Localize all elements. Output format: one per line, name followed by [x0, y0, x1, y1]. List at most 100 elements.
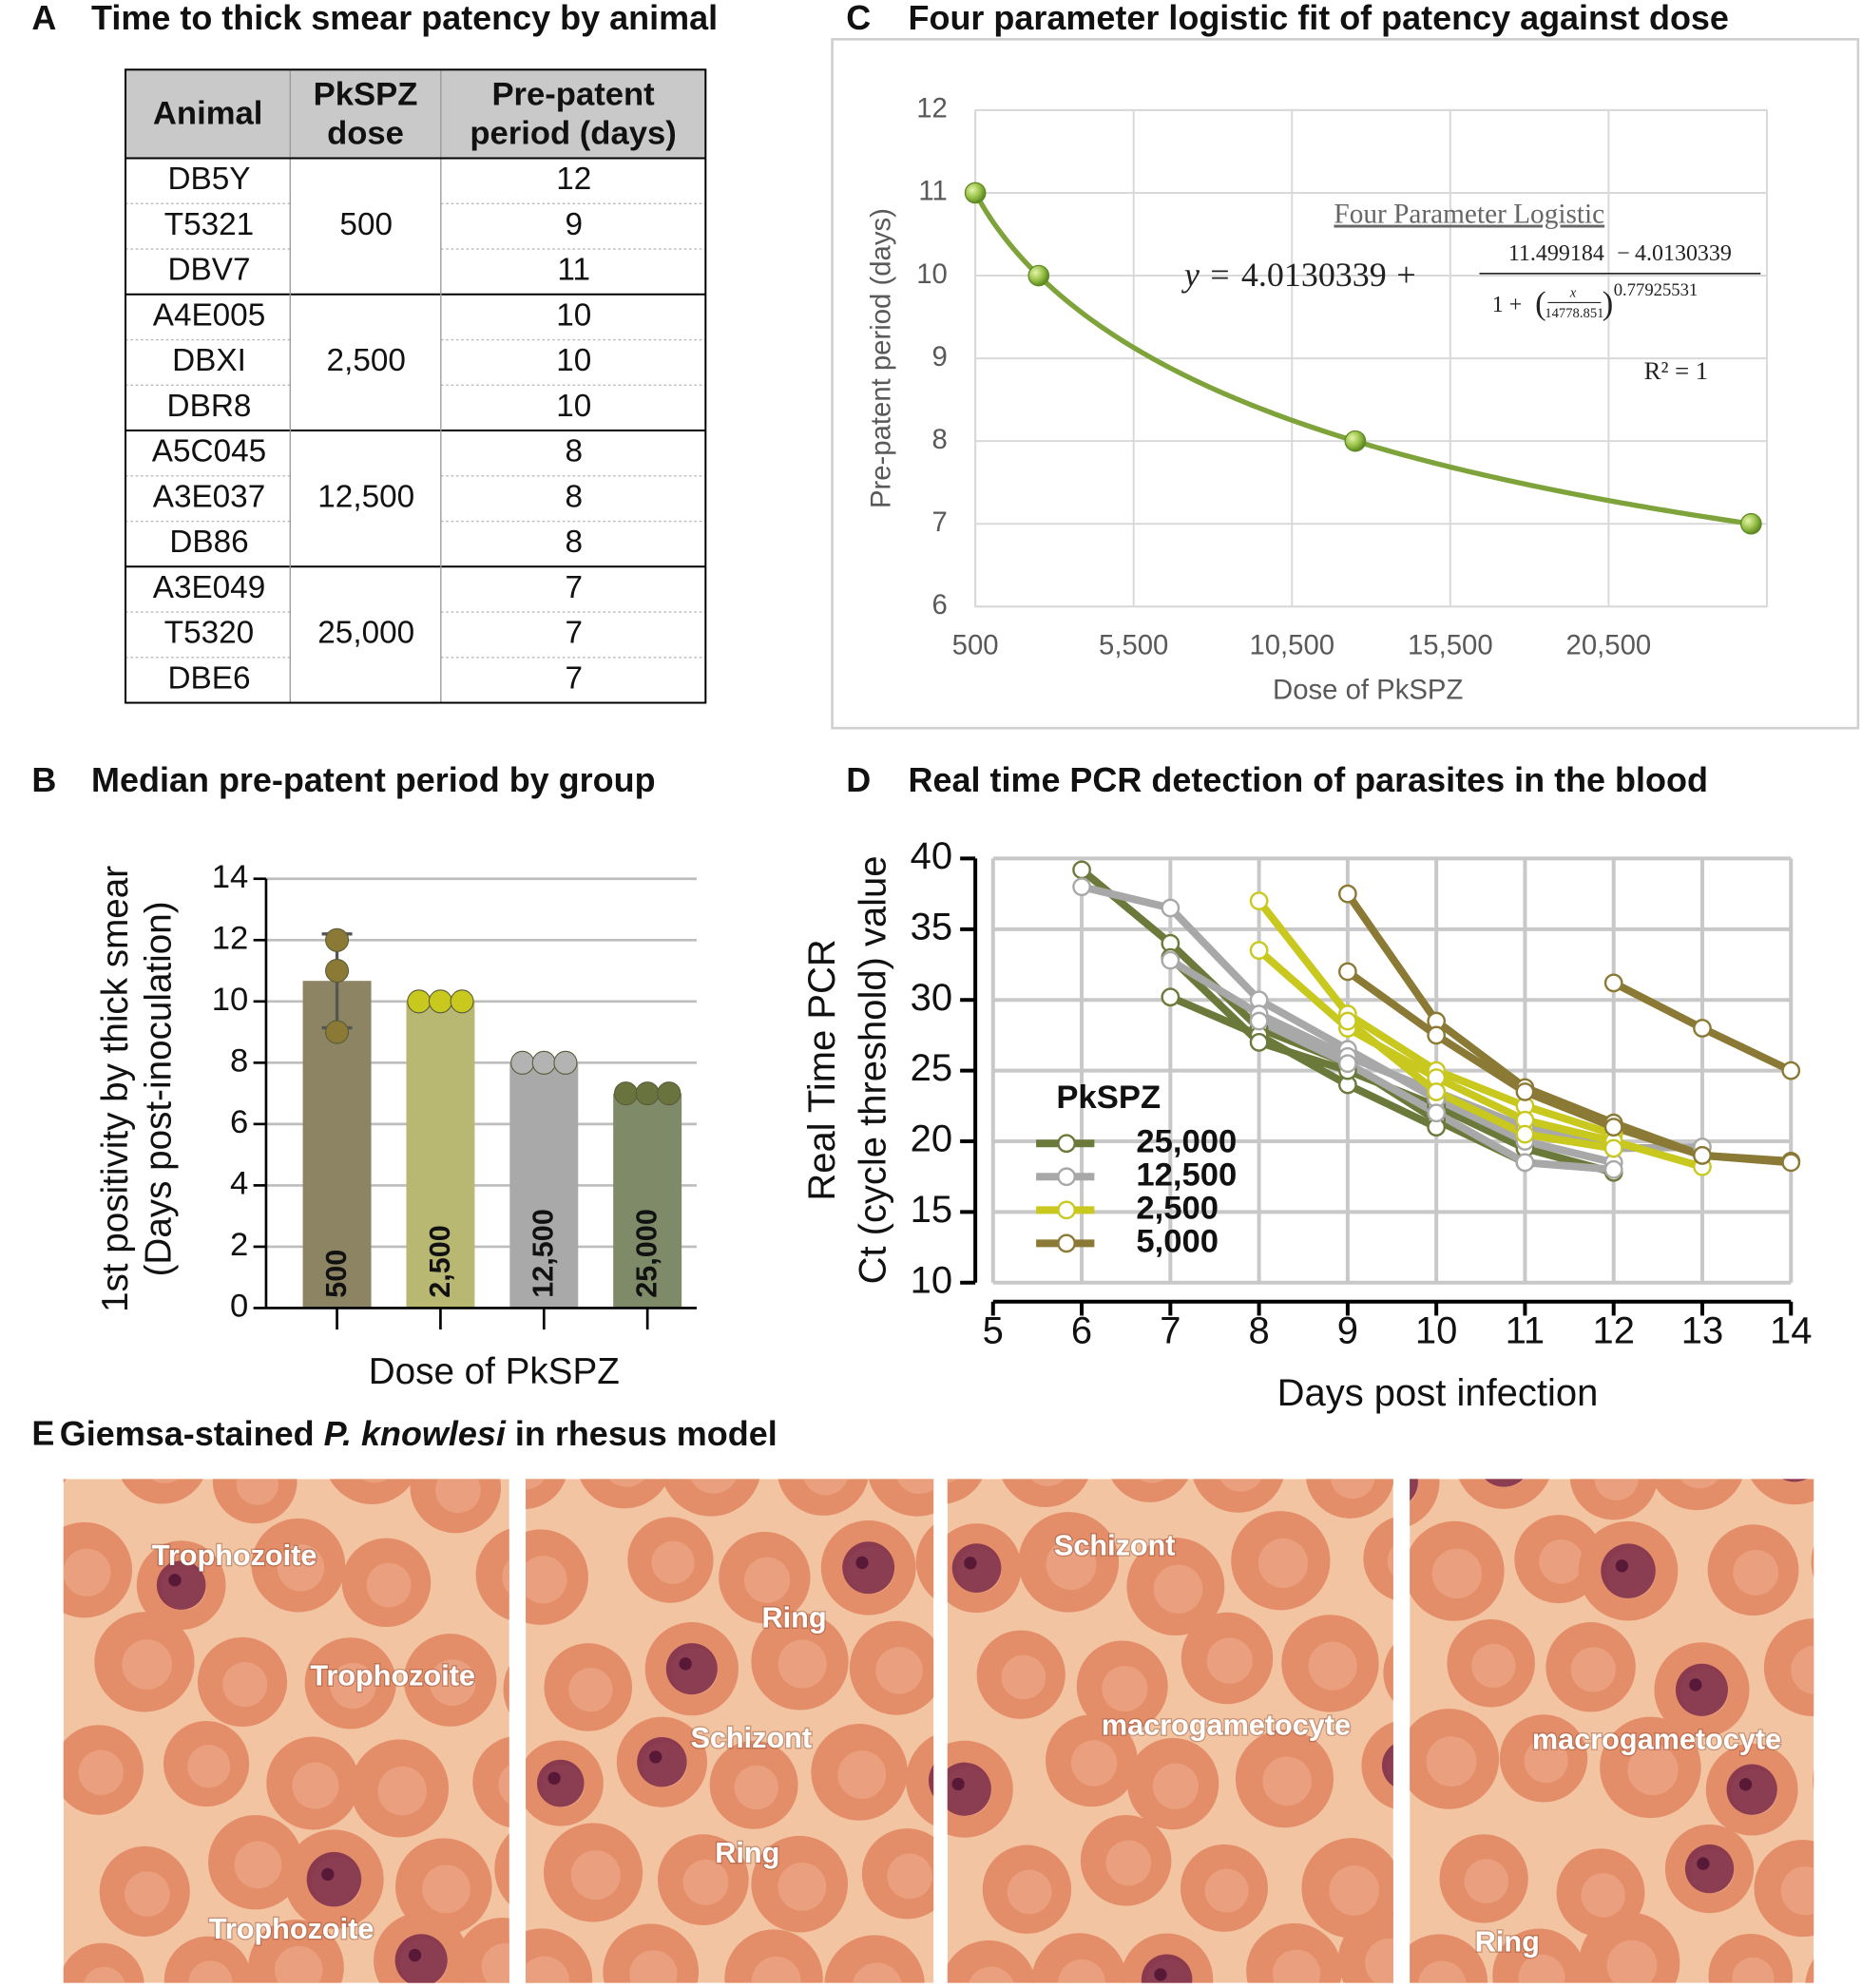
data-point	[1344, 430, 1367, 452]
data-point	[1161, 950, 1181, 970]
parasite	[951, 1543, 1002, 1593]
cell-center	[1780, 1866, 1814, 1916]
eq-minus: −	[1617, 240, 1630, 265]
parasite	[929, 1765, 934, 1797]
data-point	[1072, 877, 1091, 897]
table-cell: 10	[556, 389, 591, 424]
table-header: Animal	[153, 95, 262, 131]
table-cell: T5321	[164, 207, 254, 242]
bar	[406, 1001, 475, 1309]
cell-center	[435, 1479, 481, 1514]
parasite-dot	[1491, 1448, 1504, 1461]
chart-frame	[831, 37, 1860, 730]
table-header: PkSPZ	[314, 76, 418, 112]
series-line	[1345, 968, 1792, 1167]
cell-label: Schizont	[690, 1722, 812, 1754]
cell-center	[1733, 1549, 1779, 1596]
x-tick-label: 10,500	[1249, 630, 1334, 661]
y-tick-label: 4	[230, 1166, 248, 1202]
blood-cell	[1811, 1546, 1814, 1577]
data-point	[1693, 1019, 1712, 1038]
table-cell: A4E005	[153, 297, 265, 333]
y-tick-label: 10	[911, 1259, 952, 1301]
panel-title: Median pre-patent period by group	[91, 760, 656, 799]
cell-center	[896, 1479, 934, 1494]
legend-label: 12,500	[1136, 1156, 1237, 1193]
cell-center	[1152, 1763, 1199, 1809]
y-tick-label: 25	[911, 1047, 952, 1089]
parasite-dot	[1689, 1678, 1702, 1692]
cell-center	[526, 1956, 570, 1983]
table-cell: 7	[565, 570, 583, 605]
micrograph	[526, 1479, 934, 1983]
table-cell: DB5Y	[167, 162, 250, 197]
legend-marker	[1057, 1134, 1076, 1154]
x-tick-label: 8	[1248, 1310, 1269, 1352]
eq-plus: +	[1396, 256, 1415, 294]
panel-title: Real time PCR detection of parasites in …	[909, 760, 1708, 799]
blood-cell	[163, 1936, 252, 1983]
data-point	[657, 1081, 681, 1106]
cell-center	[1518, 1954, 1565, 1983]
cell-center	[1785, 1479, 1810, 1482]
data-point	[1781, 1061, 1801, 1080]
cell-center	[481, 1943, 509, 1983]
cell-center	[1837, 1761, 1862, 1805]
cell-center	[1539, 1539, 1584, 1584]
x-tick-label: 6	[1071, 1310, 1092, 1352]
parasite-dot	[1394, 1754, 1407, 1767]
blood-cell	[1751, 1479, 1814, 1505]
data-point	[1427, 1082, 1447, 1101]
table-cell: 8	[565, 479, 583, 514]
cell-center	[629, 1950, 678, 1983]
table-header: Pre-patent	[491, 76, 655, 112]
cell-center	[690, 1479, 737, 1494]
data-point	[1693, 1146, 1712, 1165]
cell-center	[1030, 1479, 1065, 1486]
panel-title: Time to thick smear patency by animal	[91, 0, 718, 37]
cell-center	[1001, 1654, 1046, 1700]
blood-cell	[1031, 1933, 1127, 1983]
parasite-dot	[649, 1750, 662, 1764]
parasite-dot	[1738, 1778, 1753, 1791]
cell-center	[1606, 1940, 1658, 1983]
table-cell: 10	[556, 297, 591, 333]
data-point	[1027, 264, 1050, 287]
table-cell: 10	[556, 343, 591, 378]
blood-cell	[1458, 1479, 1549, 1509]
y-tick-label: 10	[916, 258, 948, 290]
table-cell: 7	[565, 660, 583, 696]
y-tick-label: 2	[230, 1227, 248, 1263]
panel-title: Giemsa-stained P. knowlesi in rhesus mod…	[60, 1414, 777, 1453]
parasite	[1410, 1479, 1418, 1501]
cell-label: macrogametocyte	[1102, 1710, 1351, 1742]
cell-center	[887, 1853, 932, 1900]
table-cell: 7	[565, 616, 583, 651]
table-cell: A3E049	[153, 570, 265, 605]
cell-center	[1524, 1738, 1568, 1784]
data-point	[1603, 1159, 1623, 1179]
y-axis-label: Pre-patent period (days)	[866, 208, 897, 508]
cell-center	[1680, 1479, 1719, 1489]
blood-cell	[329, 1479, 414, 1504]
x-tick-label: 500	[952, 630, 999, 661]
y-axis-label: Ct (cycle threshold) value	[852, 855, 893, 1284]
cell-center	[1153, 1564, 1203, 1614]
blood-cell	[1193, 1479, 1284, 1513]
cell-center	[1139, 1479, 1165, 1483]
y-tick-label: 14	[212, 859, 249, 895]
parasite	[1782, 1479, 1808, 1482]
legend-label: 2,500	[1136, 1190, 1219, 1226]
cell-center	[1330, 1479, 1375, 1500]
eq-c: 14778.851	[1545, 306, 1603, 321]
parasite	[1675, 1663, 1729, 1716]
cell-center	[570, 1850, 621, 1901]
eq-a: 4.0130339	[1241, 256, 1387, 294]
data-point	[1427, 1103, 1447, 1123]
bar-label: 25,000	[631, 1209, 663, 1298]
eq-d: 11.499184	[1508, 240, 1604, 265]
cell-center	[151, 1479, 179, 1483]
table-cell: DBE6	[167, 660, 250, 696]
x-tick-label: 11	[1506, 1310, 1545, 1352]
